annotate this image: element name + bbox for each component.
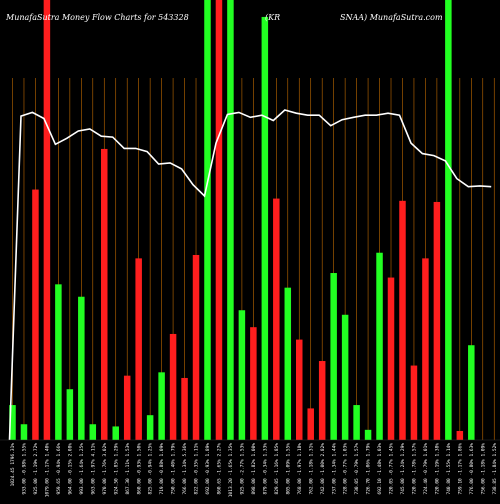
x-tick-label: 724.40 -0.79% 1.01% — [423, 443, 429, 495]
bar — [146, 415, 154, 440]
x-tick-label: 776.00 -0.80% 1.63% — [469, 443, 475, 495]
bar — [468, 345, 475, 440]
bar — [215, 0, 223, 440]
bar — [376, 252, 383, 440]
x-tick-label: 898.00 -1.82% 1.00% — [251, 443, 257, 495]
x-tick-label: 692.10 -1.48% 1.03% — [377, 443, 383, 495]
bar — [20, 424, 28, 440]
bar — [250, 327, 257, 440]
bar — [456, 430, 464, 440]
bar — [43, 0, 51, 440]
x-tick-label: 879.00 -0.34% 1.33% — [262, 443, 268, 495]
x-tick-label: 759.10 -1.17% 1.86% — [457, 443, 463, 495]
bar — [284, 287, 292, 440]
chart-title-right: SNAA) MunafaSutra.com — [340, 13, 443, 22]
bar — [399, 200, 406, 440]
bar — [318, 361, 326, 440]
bar — [55, 284, 62, 440]
x-tick-label: 959.65 -0.94% 1.66% — [56, 443, 62, 495]
chart-title-mid: (KR — [265, 13, 280, 22]
x-tick-label: 737.00 -1.34% 1.44% — [331, 443, 337, 495]
bar — [422, 258, 429, 440]
bar — [364, 429, 372, 440]
bar — [89, 424, 97, 440]
bar — [353, 405, 360, 440]
x-tick-label: 860.65 -1.65% 2.27% — [217, 443, 223, 495]
bar — [238, 310, 246, 440]
bar — [410, 365, 418, 440]
x-tick-label: 726.70 -1.06% 1.79% — [366, 443, 372, 495]
x-tick-label: 1013.20 -1.65% 1.35% — [228, 443, 234, 497]
x-tick-label: 963.00 -1.97% 4.11% — [90, 443, 96, 495]
bar — [78, 296, 85, 440]
x-tick-label: 738.85 -1.84% 1.52% — [492, 443, 498, 495]
x-tick-label: 750.00 -1.40% 1.79% — [171, 443, 177, 495]
x-tick-label: 925.00 -1.19% 2.72% — [33, 443, 39, 495]
x-tick-label: 762.00 -1.18% 1.31% — [308, 443, 314, 495]
bar — [341, 314, 349, 440]
bar — [181, 377, 188, 440]
x-tick-label: 766.00 -1.34% 5.36% — [182, 443, 188, 495]
bar — [273, 198, 280, 440]
bar — [330, 273, 337, 440]
bar — [445, 0, 452, 440]
bar — [387, 277, 395, 440]
bar — [307, 408, 314, 440]
x-tick-label: 822.00 -0.35% 1.11% — [194, 443, 200, 495]
bar — [227, 0, 234, 440]
bar — [433, 201, 441, 440]
x-tick-label: 867.30 -1.11% 1.53% — [125, 443, 131, 495]
chart-title-left: MunafaSutra Money Flow Charts for 543328 — [5, 13, 189, 22]
x-tick-label: 745.00 -1.24% 1.29% — [400, 443, 406, 495]
bar — [296, 339, 303, 440]
bar — [192, 254, 200, 440]
x-tick-label: 768.00 -1.97% 1.18% — [297, 443, 303, 495]
x-tick-label: 805.00 -1.09% 1.55% — [285, 443, 291, 495]
money-flow-line — [8, 109, 492, 441]
x-tick-label: 925.00 -2.77% 1.53% — [240, 443, 246, 495]
x-tick-label: 740.80 -1.55% 1.14% — [446, 443, 452, 495]
bar — [169, 333, 177, 440]
x-tick-label: 728.00 -0.77% 1.03% — [343, 443, 349, 495]
bar — [158, 372, 165, 440]
x-tick-label: 924.50 -1.85% 1.29% — [113, 443, 119, 495]
x-tick-label: 719.00 -0.88% 1.09% — [159, 443, 165, 495]
x-tick-label: 730.05 -0.79% 1.57% — [354, 443, 360, 495]
x-tick-label: 720.05 -0.77% 1.45% — [389, 443, 395, 495]
bar — [32, 189, 39, 440]
x-tick-label: 756.00 -1.18% 1.09% — [480, 443, 486, 495]
x-tick-label: 825.00 -0.94% 1.25% — [148, 443, 154, 495]
bar — [66, 389, 74, 440]
x-tick-label: 720.00 -1.78% 1.57% — [412, 443, 418, 495]
x-tick-labels: 1024.45 1796.31% 933.00 -0.98% 1.55% 925.0… — [10, 443, 498, 497]
bar — [101, 148, 108, 440]
x-tick-label: 964.00 -0.15% 2.08% — [67, 443, 73, 495]
x-tick-label: 993.00 -1.64% 1.25% — [79, 443, 85, 495]
bar — [204, 0, 211, 440]
x-tick-label: 742.00 -1.00% 2.82% — [320, 443, 326, 495]
x-tick-label: 1079.00 -1.17% 1.40% — [45, 443, 51, 497]
bar — [112, 426, 119, 440]
x-tick-label: 692.00 -0.93% 1.89% — [205, 443, 211, 495]
x-tick-label: 1024.45 1796.31% — [10, 443, 16, 487]
x-tick-label: 829.05 -1.16% 1.85% — [274, 443, 280, 495]
x-tick-label: 720.00 -1.19% 1.38% — [434, 443, 440, 495]
bar — [123, 375, 131, 440]
bar — [9, 405, 16, 440]
bar — [261, 16, 269, 440]
x-tick-label: 970.00 -1.76% 3.02% — [102, 443, 108, 495]
x-tick-label: 933.00 -0.98% 1.55% — [22, 443, 28, 495]
money-flow-bars — [9, 0, 475, 440]
bar — [135, 258, 142, 440]
x-tick-label: 860.00 -0.93% 1.50% — [136, 443, 142, 495]
